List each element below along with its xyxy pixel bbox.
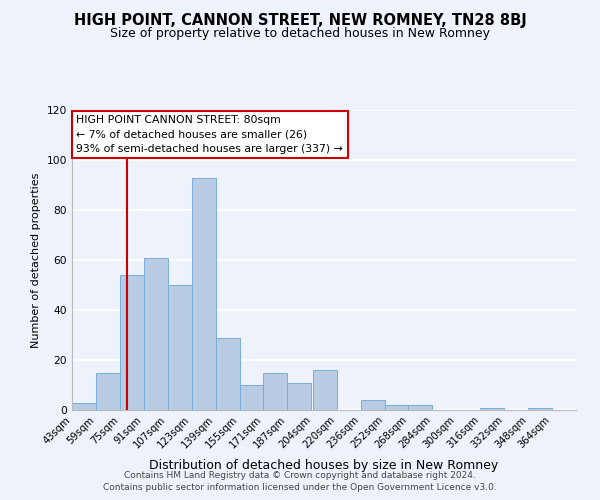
Bar [287,382,311,410]
Bar [96,372,120,410]
Bar [120,275,144,410]
Text: Size of property relative to detached houses in New Romney: Size of property relative to detached ho… [110,28,490,40]
Bar [480,408,504,410]
Bar [263,372,287,410]
Bar [409,405,433,410]
Bar [191,178,215,410]
Text: Contains HM Land Registry data © Crown copyright and database right 2024.
Contai: Contains HM Land Registry data © Crown c… [103,471,497,492]
Bar [168,285,191,410]
Bar [239,385,263,410]
Bar [215,338,239,410]
Bar [361,400,385,410]
X-axis label: Distribution of detached houses by size in New Romney: Distribution of detached houses by size … [149,459,499,472]
Text: HIGH POINT, CANNON STREET, NEW ROMNEY, TN28 8BJ: HIGH POINT, CANNON STREET, NEW ROMNEY, T… [74,12,526,28]
Bar [385,405,409,410]
Bar [313,370,337,410]
Bar [528,408,552,410]
Bar [72,402,96,410]
Text: HIGH POINT CANNON STREET: 80sqm
← 7% of detached houses are smaller (26)
93% of : HIGH POINT CANNON STREET: 80sqm ← 7% of … [76,115,343,154]
Y-axis label: Number of detached properties: Number of detached properties [31,172,41,348]
Bar [144,258,168,410]
